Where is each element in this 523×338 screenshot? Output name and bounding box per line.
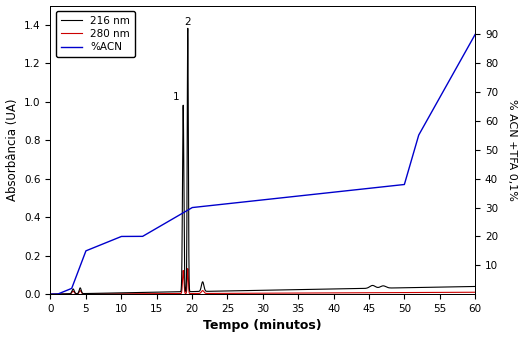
Line: 216 nm: 216 nm <box>50 28 475 294</box>
280 nm <box>185 267 191 271</box>
%ACN <box>469 39 475 43</box>
%ACN <box>47 292 53 296</box>
Line: %ACN: %ACN <box>50 34 475 294</box>
280 nm <box>469 290 475 294</box>
216 nm <box>47 292 53 296</box>
216 nm <box>472 285 479 289</box>
216 nm <box>237 289 244 293</box>
216 nm <box>208 289 214 293</box>
Y-axis label: Absorbância (UA): Absorbância (UA) <box>6 99 18 201</box>
280 nm <box>146 292 152 296</box>
216 nm <box>151 290 157 294</box>
216 nm <box>146 290 152 294</box>
%ACN <box>208 203 214 208</box>
280 nm <box>208 291 214 295</box>
%ACN <box>237 200 244 204</box>
Y-axis label: % ACN +TFA 0,1%: % ACN +TFA 0,1% <box>507 99 517 201</box>
Text: 2: 2 <box>185 17 191 27</box>
280 nm <box>237 291 244 295</box>
216 nm <box>148 290 154 294</box>
%ACN <box>472 32 479 37</box>
%ACN <box>151 228 157 232</box>
Text: 1: 1 <box>173 92 179 102</box>
%ACN <box>148 229 154 233</box>
280 nm <box>472 290 479 294</box>
280 nm <box>151 292 157 296</box>
280 nm <box>148 292 154 296</box>
280 nm <box>47 292 53 296</box>
Legend: 216 nm, 280 nm, %ACN: 216 nm, 280 nm, %ACN <box>55 11 135 57</box>
X-axis label: Tempo (minutos): Tempo (minutos) <box>203 319 322 333</box>
216 nm <box>185 26 191 30</box>
%ACN <box>146 231 152 235</box>
Line: 280 nm: 280 nm <box>50 269 475 294</box>
216 nm <box>469 285 475 289</box>
